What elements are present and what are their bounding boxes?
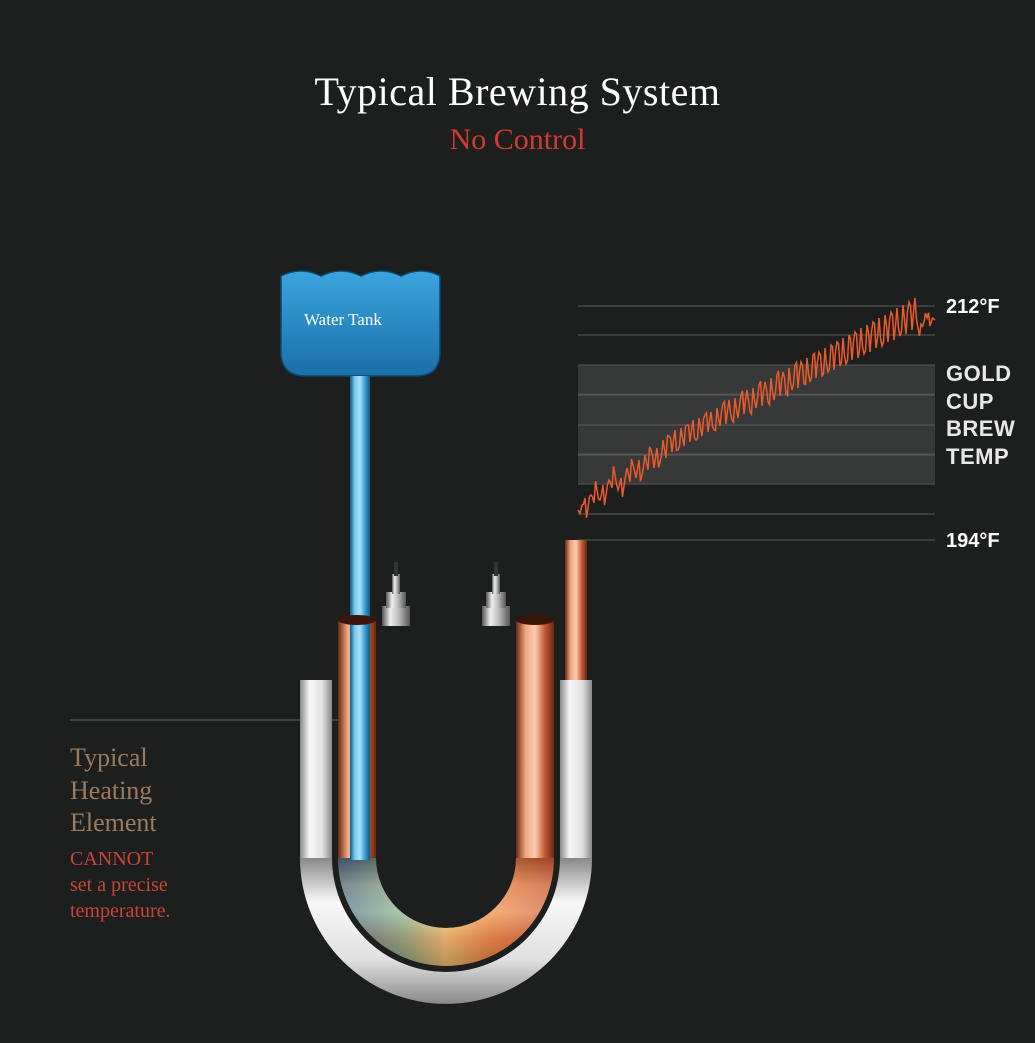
copper-output-tube [565, 540, 587, 680]
goldcup-line: TEMP [946, 443, 1015, 471]
heating-element-label: Typical Heating Element [70, 742, 157, 840]
terminal-right [482, 562, 554, 626]
heating-label-line: Element [70, 807, 157, 840]
gold-cup-label: GOLD CUP BREW TEMP [946, 360, 1015, 470]
terminal-left [338, 562, 410, 626]
water-tank-label: Water Tank [304, 310, 382, 330]
heating-label-line: Typical [70, 742, 157, 775]
heating-element-warning: CANNOT set a precise temperature. [70, 846, 171, 924]
temp-high-label: 212°F [946, 296, 1000, 319]
heating-sub-line: CANNOT [70, 846, 171, 872]
heating-label-line: Heating [70, 775, 157, 808]
goldcup-line: GOLD [946, 360, 1015, 388]
copper-tube [338, 620, 554, 966]
goldcup-line: BREW [946, 415, 1015, 443]
heating-sub-line: temperature. [70, 898, 171, 924]
heating-sub-line: set a precise [70, 872, 171, 898]
temp-low-label: 194°F [946, 530, 1000, 553]
goldcup-line: CUP [946, 388, 1015, 416]
